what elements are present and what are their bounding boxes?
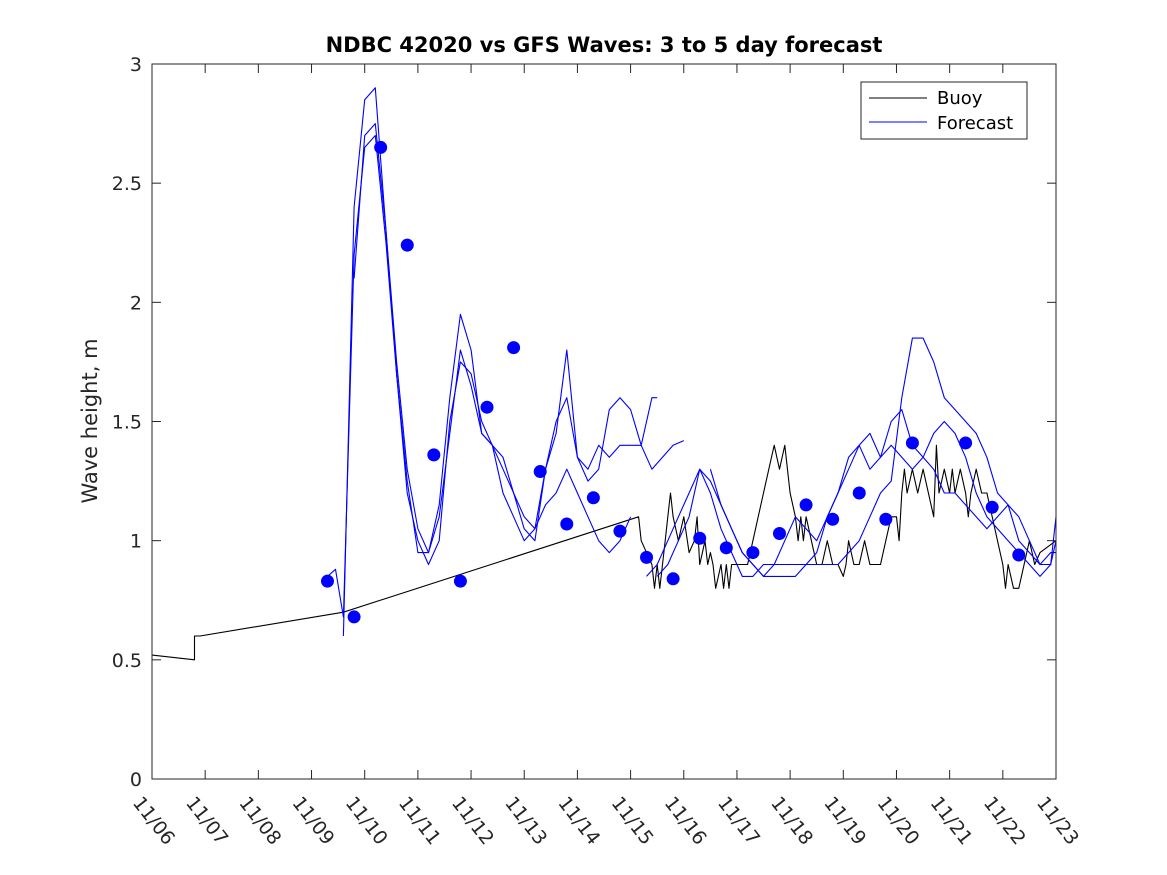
buoy-line — [151, 444, 1057, 661]
forecast-line — [656, 444, 1056, 577]
forecast-marker — [879, 512, 893, 526]
forecast-marker — [480, 400, 494, 414]
plot-area — [152, 64, 1056, 779]
y-tick-label: 0.5 — [112, 650, 142, 672]
forecast-marker — [427, 448, 441, 462]
legend-forecast-label: Forecast — [937, 113, 1013, 134]
y-tick-label: 1 — [130, 531, 142, 553]
forecast-marker — [533, 465, 547, 479]
legend-box — [860, 81, 1028, 140]
y-tick-label: 0 — [130, 769, 142, 791]
forecast-marker — [507, 341, 521, 355]
forecast-marker — [693, 531, 707, 545]
y-tick-label: 3 — [130, 54, 142, 76]
forecast-line — [353, 123, 685, 554]
forecast-line — [327, 134, 632, 618]
forecast-marker — [586, 491, 600, 505]
forecast-marker — [347, 610, 361, 624]
y-tick-label: 2 — [130, 292, 142, 314]
y-axis-label: Wave height, m — [78, 338, 102, 503]
forecast-marker — [746, 546, 760, 560]
y-tick-label: 1.5 — [112, 412, 142, 434]
forecast-marker — [400, 238, 414, 252]
forecast-marker — [719, 541, 733, 555]
forecast-marker — [613, 524, 627, 538]
series-layer — [151, 87, 1057, 661]
y-tick-label: 2.5 — [112, 173, 142, 195]
forecast-marker — [959, 436, 973, 450]
forecast-marker — [374, 140, 388, 154]
forecast-marker — [826, 512, 840, 526]
forecast-marker — [772, 527, 786, 541]
forecast-marker — [905, 436, 919, 450]
forecast-marker — [666, 572, 680, 586]
forecast-line — [709, 337, 1057, 577]
legend-buoy-label: Buoy — [937, 88, 983, 109]
forecast-marker — [852, 486, 866, 500]
forecast-line — [342, 87, 658, 637]
legend: Buoy Forecast — [860, 81, 1028, 140]
forecast-marker — [320, 574, 334, 588]
forecast-marker — [453, 574, 467, 588]
forecast-marker — [640, 550, 654, 564]
chart-title: NDBC 42020 vs GFS Waves: 3 to 5 day fore… — [326, 33, 883, 57]
forecast-marker — [799, 498, 813, 512]
forecast-marker — [1012, 548, 1026, 562]
forecast-marker — [985, 500, 999, 514]
marker-layer — [320, 140, 1026, 624]
forecast-marker — [560, 517, 574, 531]
